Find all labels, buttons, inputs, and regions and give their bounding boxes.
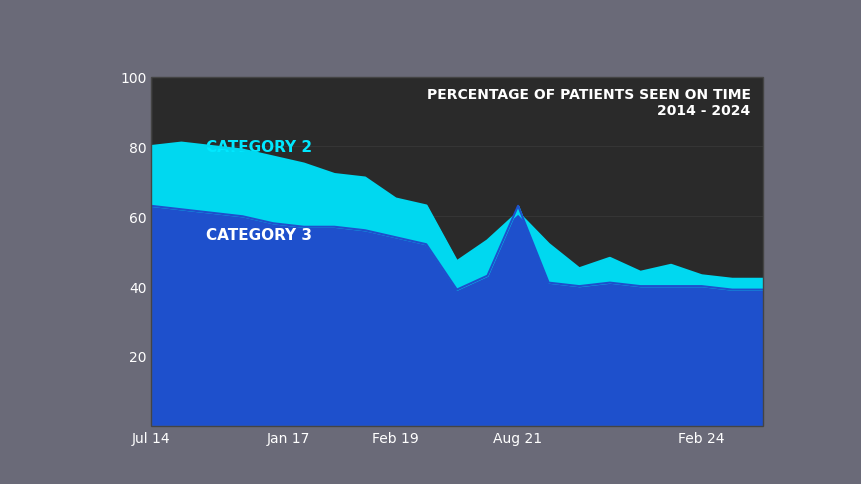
Text: CATEGORY 2: CATEGORY 2	[206, 140, 312, 155]
Text: PERCENTAGE OF PATIENTS SEEN ON TIME
2014 - 2024: PERCENTAGE OF PATIENTS SEEN ON TIME 2014…	[426, 88, 750, 118]
Text: CATEGORY 3: CATEGORY 3	[206, 227, 312, 242]
